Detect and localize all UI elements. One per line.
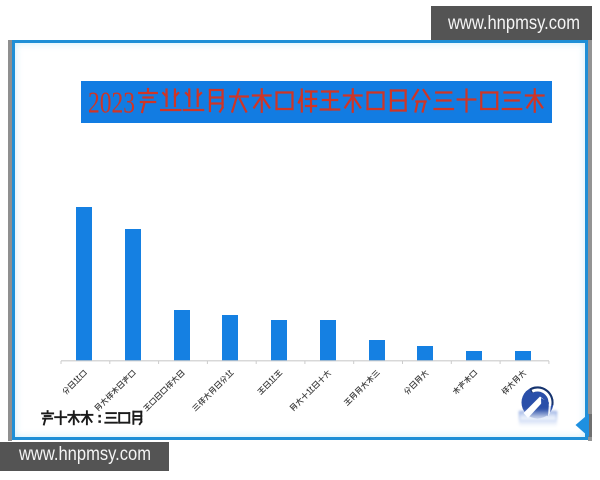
svg-text:2023: 2023: [88, 84, 135, 119]
